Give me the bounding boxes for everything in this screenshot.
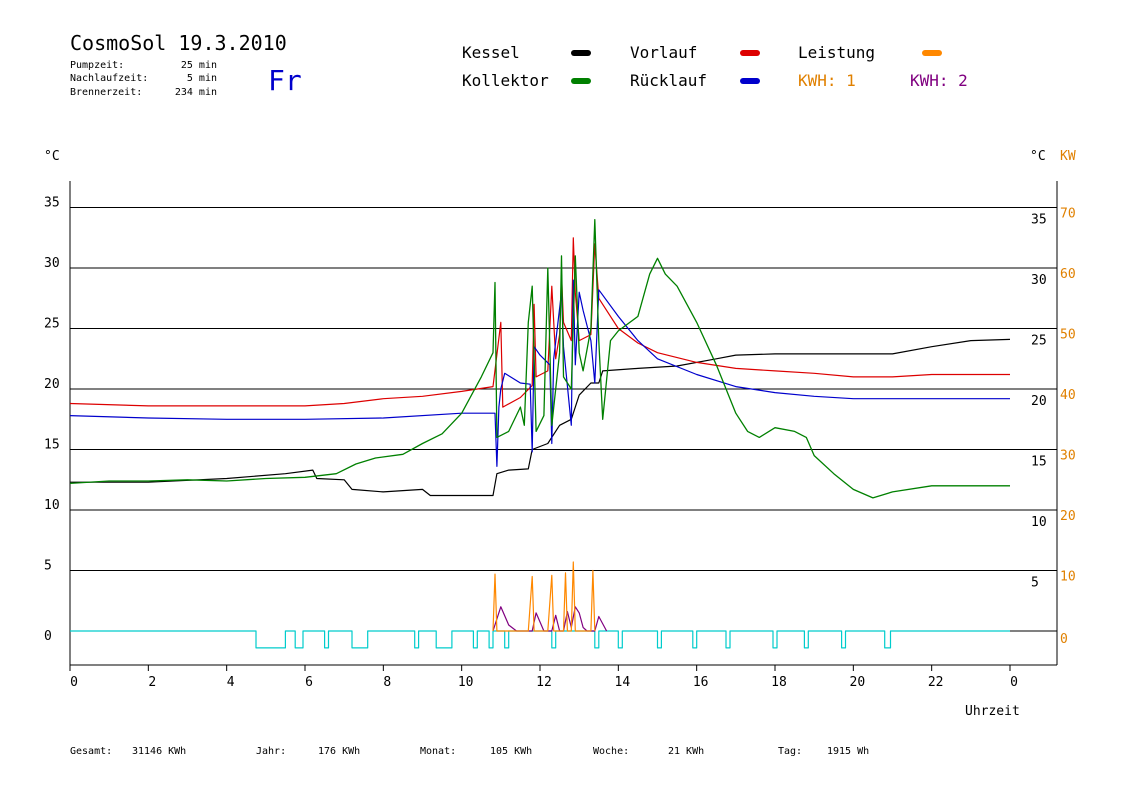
x-tick-label: 0 [70,675,78,690]
footer-totals: Gesamt: 31146 KWh Jahr: 176 KWh Monat: 1… [70,746,869,757]
kw-tick-label: 10 [1060,570,1076,585]
footer-label: Monat: [420,746,456,757]
legend-label-vorlauf: Vorlauf [630,43,697,62]
series-line-vorlauf [69,237,1010,408]
y-tick-labels: 0 5 5 10 10 15 15 20 20 25 25 30 30 35 35 [44,196,1047,645]
series-line-leistung [492,561,596,632]
series-lines [69,218,1011,649]
axes [69,181,1058,666]
y-tick-label-right: 15 [1031,455,1047,470]
kwh-label-2: KWH: 2 [910,71,968,90]
series-line-pumpe [70,630,1010,649]
kwh-label-1: KWH: 1 [798,71,856,90]
kw-tick-label: 70 [1060,207,1076,222]
legend-label-leistung: Leistung [798,43,875,62]
y-tick-label: 5 [44,559,52,574]
x-tick-label: 8 [383,675,391,690]
stats: Pumpzeit: 25 min Nachlaufzeit: 5 min Bre… [70,60,217,98]
chart-title: CosmoSol 19.3.2010 [70,31,287,55]
y-tick-label-right: 10 [1031,515,1047,530]
stat-value: 25 min [181,60,217,71]
x-tick-label: 6 [305,675,313,690]
gridlines [70,207,1057,571]
x-tick-label: 4 [227,675,235,690]
y-tick-label: 25 [44,317,60,332]
stat-label: Nachlaufzeit: [70,73,148,84]
legend: Kessel Vorlauf Leistung Kollektor Rückla… [462,43,968,90]
y-tick-label: 35 [44,196,60,211]
y-tick-label: 30 [44,256,60,271]
y-tick-label-right: 35 [1031,213,1047,228]
y-tick-label: 0 [44,629,52,644]
series-line-r-cklauf [69,279,1010,467]
x-tick-label: 14 [615,675,631,690]
kw-tick-label: 30 [1060,449,1076,464]
kw-tick-labels: 0 10 20 30 40 50 60 70 [1060,207,1076,648]
series-line-kollektor [69,218,1010,499]
legend-label-ruecklauf: Rücklauf [630,71,707,90]
stat-value: 5 min [187,73,217,84]
day-label: Fr [268,64,302,97]
x-tick-label: 22 [928,675,944,690]
x-tick-labels: 0 2 4 6 8 10 12 14 16 18 20 22 0 [69,665,1018,690]
x-tick-label: 20 [850,675,866,690]
x-tick-label: 2 [148,675,156,690]
kw-tick-label: 60 [1060,267,1076,282]
y-tick-label: 20 [44,377,60,392]
footer-value: 1915 Wh [827,746,869,757]
x-tick-label: 12 [536,675,552,690]
y-tick-label: 10 [44,498,60,513]
y-tick-label-right: 25 [1031,334,1047,349]
right-axis-unit-kw: KW [1060,149,1076,164]
y-tick-label-right: 5 [1031,576,1039,591]
kw-tick-label: 40 [1060,388,1076,403]
footer-value: 31146 KWh [132,746,186,757]
kw-tick-label: 0 [1060,632,1068,647]
footer-label: Gesamt: [70,746,112,757]
x-axis-label: Uhrzeit [965,704,1020,719]
footer-label: Tag: [778,746,802,757]
legend-label-kessel: Kessel [462,43,520,62]
footer-value: 21 KWh [668,746,704,757]
y-tick-label-right: 20 [1031,394,1047,409]
x-tick-label: 18 [771,675,787,690]
stat-label: Pumpzeit: [70,60,124,71]
y-tick-label: 15 [44,438,60,453]
stat-value: 234 min [175,87,217,98]
kw-tick-label: 50 [1060,328,1076,343]
stat-label: Brennerzeit: [70,87,142,98]
y-tick-label-right: 30 [1031,273,1047,288]
footer-value: 105 KWh [490,746,532,757]
footer-label: Woche: [593,746,629,757]
footer-value: 176 KWh [318,746,360,757]
x-tick-label: 0 [1010,675,1018,690]
left-axis-unit: °C [44,149,60,164]
x-tick-label: 16 [693,675,709,690]
legend-label-kollektor: Kollektor [462,71,549,90]
right-axis-unit: °C [1030,149,1046,164]
x-tick-label: 10 [458,675,474,690]
footer-label: Jahr: [256,746,286,757]
series-line-kessel [70,338,1011,497]
kw-tick-label: 20 [1060,509,1076,524]
